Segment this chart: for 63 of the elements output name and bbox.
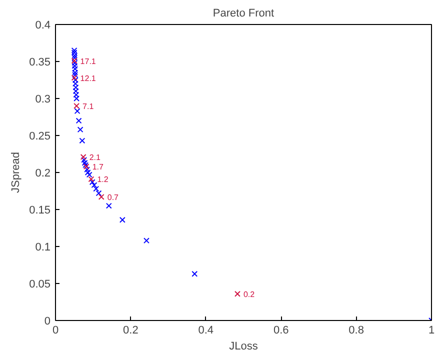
y-tick-label: 0.4 [35, 20, 51, 32]
y-tick-label: 0.1 [35, 242, 51, 254]
point [82, 160, 88, 166]
y-tick-label: 0.3 [35, 94, 51, 106]
annotation: 1.7 [92, 162, 104, 172]
annotation: 12.1 [80, 74, 96, 83]
annotation: 0.7 [107, 192, 120, 202]
point [72, 66, 78, 72]
point [77, 126, 84, 133]
x-tick-label: 0.2 [123, 324, 138, 336]
point [74, 108, 80, 114]
point [72, 52, 78, 59]
annotation: 17.1 [80, 56, 96, 66]
point [72, 84, 79, 90]
point [72, 72, 78, 78]
point [71, 50, 78, 56]
annotation: 1.2 [97, 175, 109, 184]
x-tick-label: 0.6 [273, 324, 289, 336]
point [91, 182, 98, 188]
y-tick-label: 0.05 [29, 278, 51, 290]
point [84, 170, 91, 176]
point [192, 270, 198, 277]
point [106, 202, 112, 209]
annotation: 2.1 [89, 152, 101, 162]
annotation: 0.2 [243, 290, 256, 299]
point [73, 92, 80, 98]
y-tick-label: 0.35 [29, 56, 51, 68]
point [93, 186, 100, 192]
point [74, 96, 80, 102]
y-axis-title: JSpread [10, 152, 22, 193]
point [81, 156, 88, 163]
point [72, 88, 79, 94]
annotation: 7.1 [82, 102, 94, 111]
point [72, 77, 78, 83]
point [79, 138, 86, 144]
point [74, 102, 80, 109]
point [80, 154, 86, 160]
point [71, 47, 78, 54]
point [76, 118, 82, 124]
point [98, 194, 104, 200]
y-tick-label: 0 [44, 316, 51, 328]
point [96, 190, 102, 196]
y-tick-label: 0.15 [29, 204, 51, 216]
point [119, 216, 126, 223]
point [86, 172, 92, 178]
point [72, 80, 78, 87]
x-tick-label: 0 [52, 324, 59, 336]
point [89, 179, 96, 186]
point [84, 166, 90, 173]
point [72, 62, 78, 69]
point [71, 74, 78, 81]
point [88, 176, 94, 182]
y-tick-label: 0.25 [29, 130, 51, 142]
x-tick-label: 0.8 [348, 324, 364, 336]
point [144, 238, 150, 244]
chart-title: Pareto Front [212, 8, 274, 20]
x-tick-label: 0.4 [198, 324, 214, 336]
point [72, 60, 78, 66]
y-tick-label: 0.2 [35, 168, 51, 180]
point [234, 290, 240, 297]
x-tick-label: 1 [428, 324, 435, 336]
point [72, 70, 78, 76]
x-axis-title: JLoss [229, 340, 258, 352]
